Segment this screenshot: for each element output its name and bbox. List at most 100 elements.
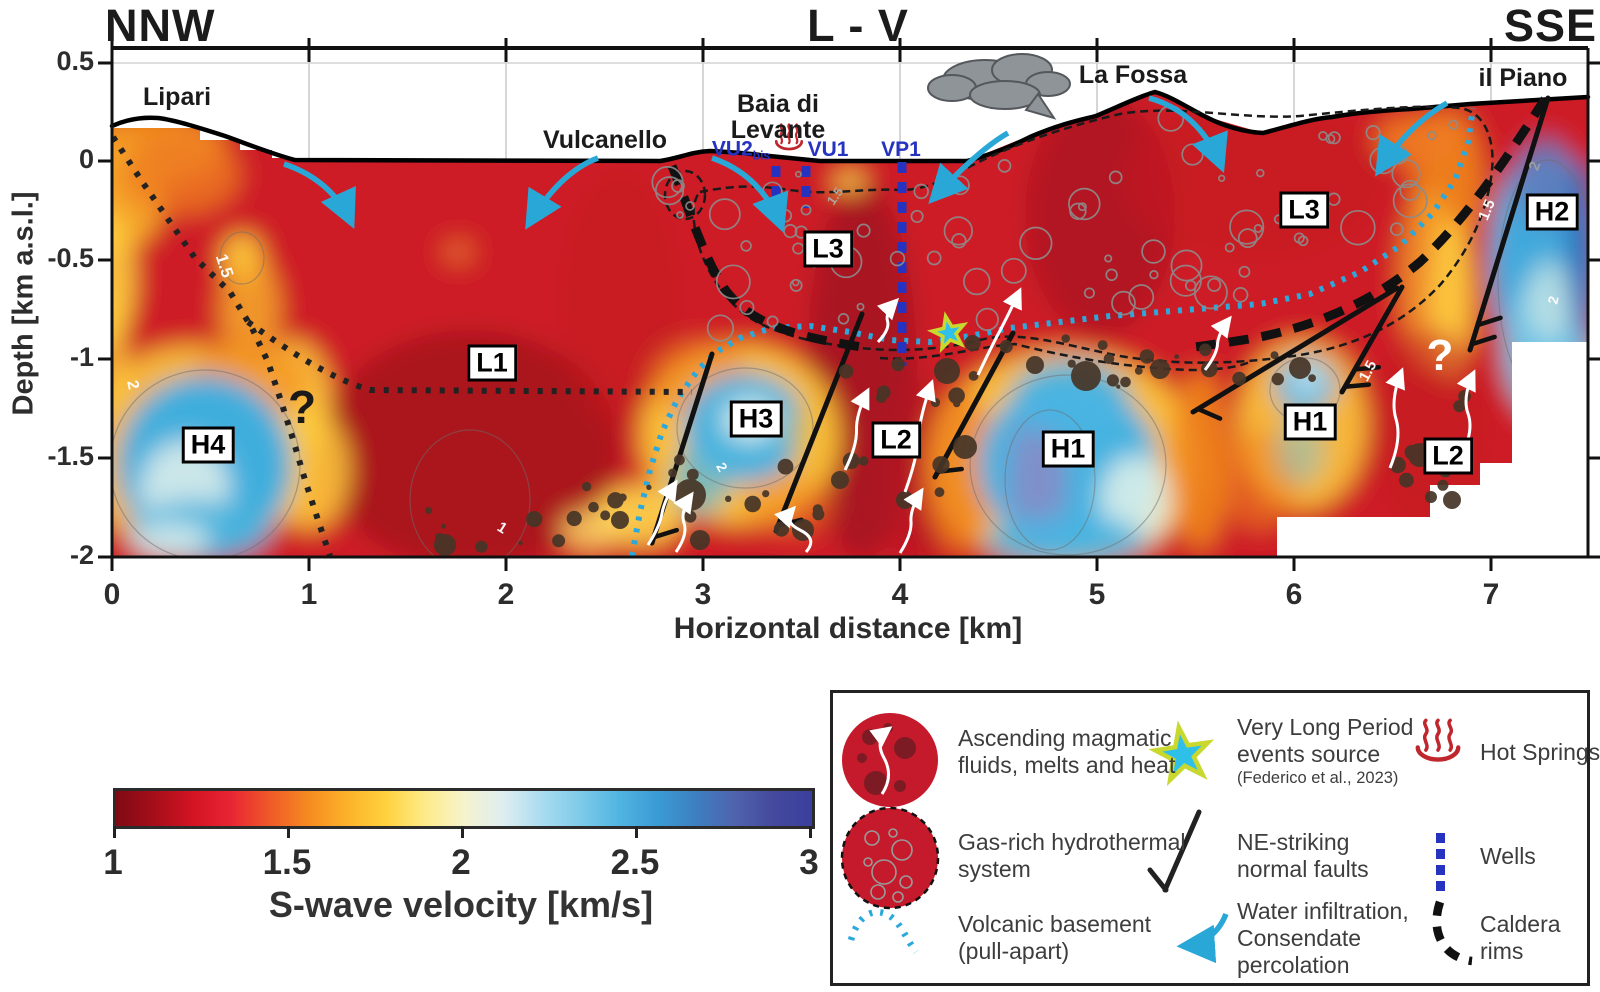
velocity-blobs [112,92,1588,557]
magmatic-dot [876,385,891,400]
water-infiltration-arrows [283,95,1449,234]
gas-bubble [837,313,850,325]
magmatic-dot [684,510,697,523]
magmatic-dot [1453,400,1466,413]
gas-bubble [1318,131,1328,141]
gas-bubble [1069,202,1087,220]
magmatic-dot [1308,374,1316,382]
fault-line [1467,95,1551,353]
fault-line [773,311,865,534]
infiltration-arrow [1375,100,1449,177]
gas-bubble [800,204,812,216]
ascending-arrow [898,487,924,554]
gas-bubble [856,302,865,311]
gas-bubble [1238,265,1251,278]
magmatic-dot [1139,349,1155,364]
gas-ellipse-icon [840,806,940,910]
velocity-field [112,92,1588,557]
magmatic-dot [1106,374,1119,387]
magmatic-dot [777,458,794,475]
ascending-arrow [1203,315,1232,371]
magmatic-dot [953,435,977,459]
ascending-arrow [843,387,870,471]
gas-bubbles [651,105,1459,342]
magmatic-dot [1425,491,1437,503]
magma-spot [862,729,878,745]
wells-icon [1436,833,1445,891]
ascending-arrow [876,297,900,344]
steam-line [794,123,799,145]
velocity-blob [442,240,474,264]
fault-tick [1352,364,1382,372]
magmatic-dot [744,495,761,513]
well-icon-dash [1436,849,1445,859]
vlp-star-legend-icon [1148,720,1215,787]
gas-bubble [1111,290,1136,316]
magmatic-dot [535,514,543,522]
gas-bubble [975,307,999,332]
gas-bubble [740,240,752,252]
velocity-blob [985,515,1145,557]
magmatic-dot [607,492,624,509]
colorbar-title: S-wave velocity [km/s] [268,884,654,925]
contour [969,374,1167,556]
cloud-puff [927,74,977,102]
velocity-blob [1567,160,1588,340]
magmatic-dot [934,358,960,384]
fumarole-cloud-icon [927,53,1071,120]
gas-icon-bubble [891,839,913,861]
velocity-blob [1010,360,1130,440]
steam-line [1435,718,1441,752]
magmatic-dot [1232,371,1247,386]
velocity-blob [120,135,240,215]
magma-spot [894,737,916,759]
axes-frame [98,38,1600,571]
magma-arrow [869,726,893,795]
fault-icon-line [1162,809,1202,893]
magmatic-dot [725,495,732,502]
spring-basin [774,140,804,151]
velocity-blob [320,330,620,557]
gas-bubble [1000,257,1027,284]
fault-tick [1195,406,1223,421]
gas-bubble [739,299,755,316]
magmatic-dot [1026,356,1044,374]
gas-bubble [1232,287,1249,303]
gas-bubble [856,223,871,238]
magmatic-dot [600,510,611,521]
orientation-label-sse: SSE [1503,0,1597,51]
magmatic-dot [1150,359,1170,379]
topography-line [109,89,1591,164]
fault-tick [1469,334,1497,347]
gas-icon-bubble [871,859,897,885]
gas-icon-bubble [888,828,898,838]
magmatic-dot [434,534,456,556]
magmatic-dot [581,481,592,492]
gas-bubble [1365,125,1381,141]
gas-bubble [1253,224,1263,233]
well-icon-dash [1436,833,1445,843]
gas-bubble [910,209,924,223]
water-infiltration-icon [1176,912,1229,964]
gas-bubble [1327,131,1341,145]
gas-bubble [1224,242,1235,253]
gas-bubble [1108,170,1123,185]
gas-icon-bubbles [863,828,913,903]
ascending-arrow [1385,367,1405,469]
gas-bubble [1392,183,1428,219]
magmatic-dot [1134,367,1143,375]
magmatic-dot [566,510,582,527]
gas-bubble [1207,277,1222,292]
gas-bubble [1293,232,1305,244]
gas-bubble [789,278,803,292]
magmatic-dot [1462,454,1469,461]
velocity-blob [1125,100,1385,260]
well-icon-dash [1436,865,1445,875]
magmatic-dot [934,487,945,498]
gas-icon-bubble [863,857,873,867]
velocity-blob [560,170,680,430]
gas-icon-bubble [870,884,886,900]
gas-bubble [1104,254,1113,263]
infiltration-arrow [928,130,1010,205]
